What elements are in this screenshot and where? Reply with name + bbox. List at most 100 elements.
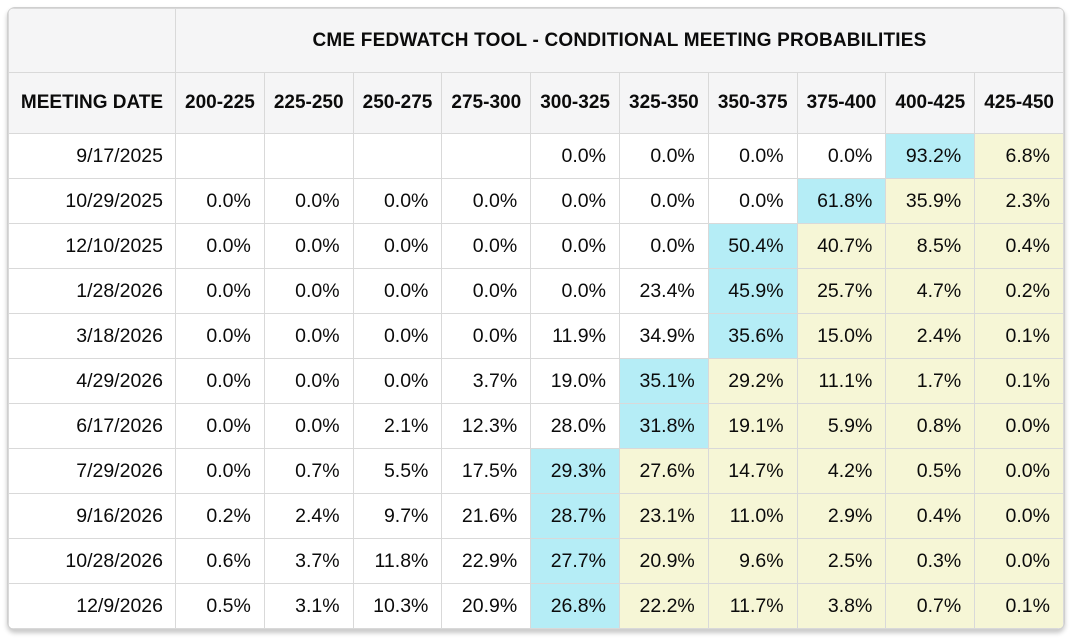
probability-cell: 27.6% — [618, 448, 709, 494]
rate-range-column-header: 425-450 — [974, 72, 1064, 134]
probability-cell: 12.3% — [441, 403, 532, 449]
probability-cell: 11.7% — [707, 583, 798, 629]
probability-cell: 3.7% — [441, 358, 532, 404]
probability-cell: 0.0% — [974, 493, 1064, 539]
meeting-date-cell: 1/28/2026 — [8, 268, 176, 314]
table-row: 9/16/2026 0.2% 2.4% 9.7% 21.6% 28.7% 23.1% 11.0… — [8, 493, 1064, 539]
probability-cell: 0.4% — [974, 223, 1064, 269]
probability-cell: 0.5% — [175, 583, 265, 629]
probability-cell: 0.0% — [175, 313, 265, 359]
table-row: 3/18/2026 0.0% 0.0% 0.0% 0.0% 11.9% 34.9% 35.6%… — [8, 313, 1064, 359]
probability-cell: 2.4% — [263, 493, 354, 539]
probability-cell: 22.2% — [618, 583, 709, 629]
probability-cell: 0.0% — [530, 178, 620, 224]
corner-blank-cell — [8, 8, 176, 73]
probability-cell: 8.5% — [885, 223, 976, 269]
meeting-date-cell: 9/16/2026 — [8, 493, 176, 539]
meeting-date-column-header: MEETING DATE — [8, 72, 176, 134]
probability-cell: 50.4% — [707, 223, 798, 269]
probability-cell: 11.0% — [707, 493, 798, 539]
probability-cell: 0.0% — [441, 223, 532, 269]
probability-cell: 0.0% — [175, 358, 265, 404]
probability-cell: 0.0% — [175, 448, 265, 494]
probability-cell: 27.7% — [530, 538, 620, 584]
probability-cell: 0.0% — [352, 313, 443, 359]
probability-cell: 22.9% — [441, 538, 532, 584]
probability-cell: 0.0% — [175, 178, 265, 224]
probability-cell: 11.8% — [352, 538, 443, 584]
probability-cell: 0.3% — [885, 538, 976, 584]
probability-cell: 61.8% — [796, 178, 887, 224]
probability-cell: 0.0% — [263, 268, 354, 314]
probability-cell: 0.5% — [885, 448, 976, 494]
probability-cell: 2.9% — [796, 493, 887, 539]
probability-cell: 31.8% — [618, 403, 709, 449]
probability-cell: 25.7% — [796, 268, 887, 314]
probability-cell: 0.4% — [885, 493, 976, 539]
rate-range-column-header: 375-400 — [796, 72, 887, 134]
title-row: CME FEDWATCH TOOL - CONDITIONAL MEETING … — [8, 8, 1064, 73]
probability-cell: 4.7% — [885, 268, 976, 314]
probability-cell: 0.0% — [352, 178, 443, 224]
meeting-date-cell: 7/29/2026 — [8, 448, 176, 494]
probability-cell: 11.9% — [530, 313, 620, 359]
probability-cell: 0.0% — [974, 448, 1064, 494]
probability-cell: 28.0% — [530, 403, 620, 449]
probability-cell: 3.8% — [796, 583, 887, 629]
table-title: CME FEDWATCH TOOL - CONDITIONAL MEETING … — [175, 8, 1064, 73]
fedwatch-probabilities-table-card: CME FEDWATCH TOOL - CONDITIONAL MEETING … — [7, 7, 1065, 630]
probability-cell: 0.0% — [618, 178, 709, 224]
table-row: 4/29/2026 0.0% 0.0% 0.0% 3.7% 19.0% 35.1% 29.2%… — [8, 358, 1064, 404]
probability-cell: 1.7% — [885, 358, 976, 404]
probability-cell: 45.9% — [707, 268, 798, 314]
probability-cell — [263, 133, 354, 179]
probability-cell: 2.1% — [352, 403, 443, 449]
probability-cell: 23.1% — [618, 493, 709, 539]
probability-cell: 0.0% — [530, 133, 620, 179]
probability-cell: 93.2% — [885, 133, 976, 179]
table-row: 10/28/2026 0.6% 3.7% 11.8% 22.9% 27.7% 20.9% 9.… — [8, 538, 1064, 584]
probability-cell: 0.0% — [618, 133, 709, 179]
probability-cell: 0.0% — [530, 223, 620, 269]
table-row: 10/29/2025 0.0% 0.0% 0.0% 0.0% 0.0% 0.0% 0.0% 61… — [8, 178, 1064, 224]
meeting-date-cell: 6/17/2026 — [8, 403, 176, 449]
probability-cell: 0.2% — [974, 268, 1064, 314]
probability-cell: 35.6% — [707, 313, 798, 359]
probability-cell: 0.0% — [263, 178, 354, 224]
rate-range-column-header: 300-325 — [530, 72, 620, 134]
meeting-date-cell: 9/17/2025 — [8, 133, 176, 179]
probability-cell: 6.8% — [974, 133, 1064, 179]
probability-cell: 0.0% — [352, 223, 443, 269]
rate-range-column-header: 250-275 — [352, 72, 443, 134]
probability-cell — [175, 133, 265, 179]
table-row: 12/9/2026 0.5% 3.1% 10.3% 20.9% 26.8% 22.2% 11.… — [8, 583, 1064, 629]
probability-cell: 28.7% — [530, 493, 620, 539]
probability-cell — [441, 133, 532, 179]
probability-cell: 35.1% — [618, 358, 709, 404]
probability-cell: 5.5% — [352, 448, 443, 494]
probability-cell: 0.0% — [263, 313, 354, 359]
meeting-date-cell: 12/9/2026 — [8, 583, 176, 629]
probability-cell: 2.4% — [885, 313, 976, 359]
probability-cell: 0.8% — [885, 403, 976, 449]
probability-cell: 0.0% — [352, 358, 443, 404]
probability-cell: 3.7% — [263, 538, 354, 584]
probability-cell: 35.9% — [885, 178, 976, 224]
probability-cell: 9.6% — [707, 538, 798, 584]
probability-cell — [352, 133, 443, 179]
probability-cell: 29.3% — [530, 448, 620, 494]
probability-cell: 0.0% — [175, 403, 265, 449]
probability-cell: 0.0% — [441, 313, 532, 359]
probability-cell: 0.0% — [441, 268, 532, 314]
probability-cell: 0.0% — [175, 268, 265, 314]
probability-cell: 20.9% — [618, 538, 709, 584]
meeting-date-cell: 10/29/2025 — [8, 178, 176, 224]
probability-cell: 19.1% — [707, 403, 798, 449]
probability-cell: 0.0% — [263, 223, 354, 269]
probability-cell: 19.0% — [530, 358, 620, 404]
meeting-date-cell: 4/29/2026 — [8, 358, 176, 404]
probability-cell: 0.1% — [974, 358, 1064, 404]
meeting-date-cell: 12/10/2025 — [8, 223, 176, 269]
probability-cell: 21.6% — [441, 493, 532, 539]
